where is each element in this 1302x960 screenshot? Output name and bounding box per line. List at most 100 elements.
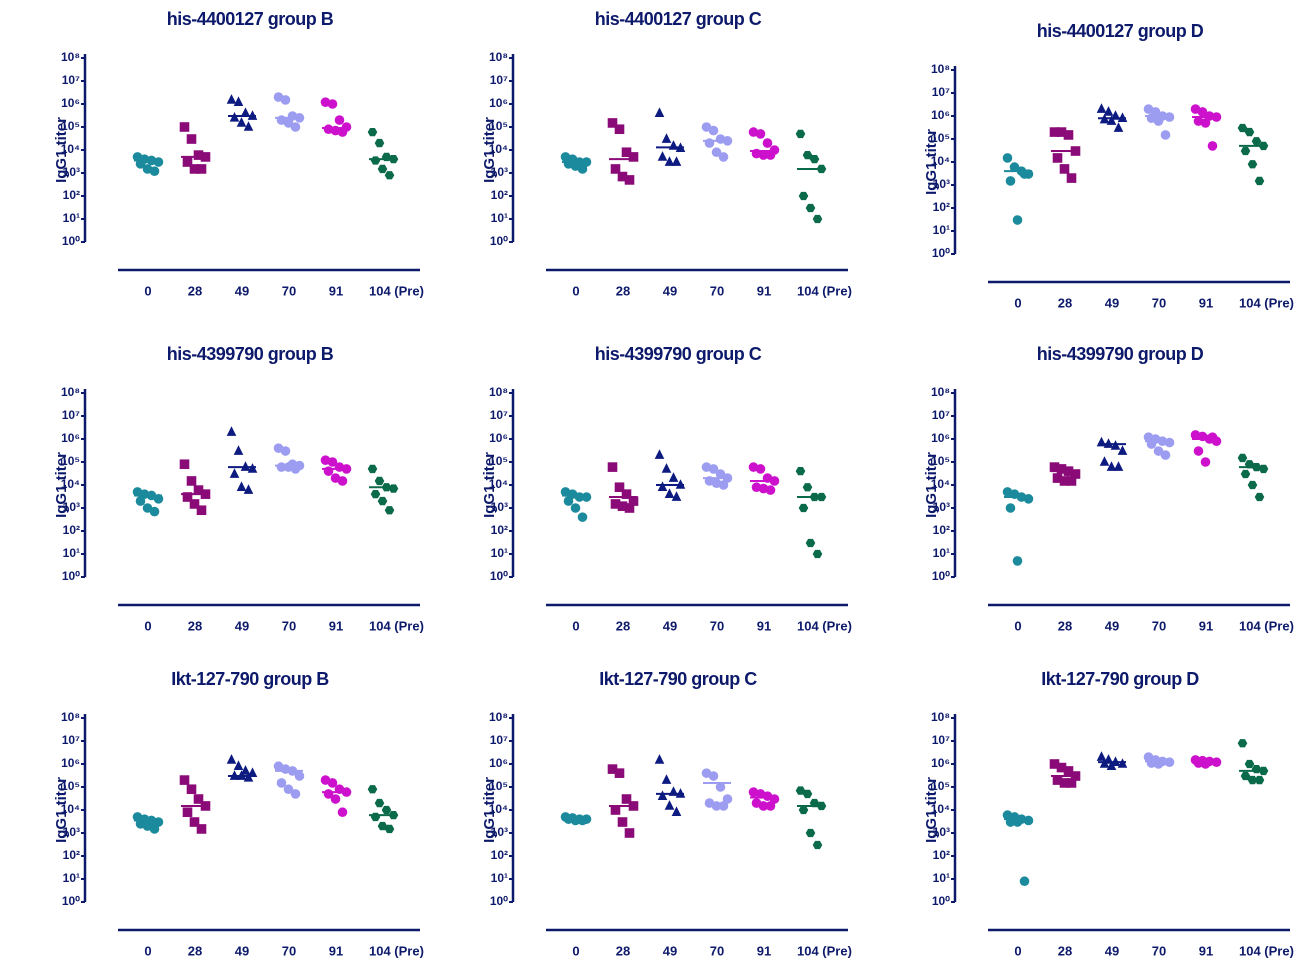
y-axis-label: IgG1 titer [481, 452, 498, 518]
point [247, 767, 258, 777]
point [1070, 469, 1081, 479]
y-tick-label: 10² [491, 188, 508, 202]
point [581, 492, 592, 502]
point [1254, 492, 1265, 502]
y-tick-label: 10⁷ [62, 733, 80, 747]
point [607, 764, 618, 774]
point [617, 171, 628, 182]
point [1153, 446, 1164, 456]
point [149, 824, 160, 834]
point [189, 164, 200, 174]
point [758, 801, 769, 811]
point [1200, 118, 1211, 128]
point [802, 789, 813, 799]
point [374, 798, 385, 808]
point [1160, 130, 1171, 140]
point [135, 496, 146, 506]
panel: his-4400127 group C IgG1 titer 10⁰ 10¹ 10² 10… [481, 9, 852, 299]
y-tick-label: 10⁰ [490, 569, 508, 583]
point [280, 446, 291, 456]
panel: his-4399790 group C IgG1 titer 10⁰ 10¹ 10² 10… [481, 344, 852, 634]
point [179, 122, 190, 132]
point [718, 801, 729, 811]
y-tick-label: 10⁴ [61, 802, 80, 816]
x-tick-label: 0 [572, 618, 579, 633]
point [1066, 476, 1077, 486]
y-tick-label: 10³ [491, 500, 508, 514]
point [708, 125, 719, 136]
y-tick-label: 10⁴ [61, 477, 80, 491]
point [1059, 476, 1070, 486]
point [1063, 130, 1074, 140]
point [1052, 775, 1063, 785]
point [624, 503, 635, 513]
point [654, 107, 665, 117]
x-tick-label: 91 [1199, 295, 1213, 310]
panel: his-4400127 group B IgG1 titer 10⁰ 10¹ 10² 10… [53, 9, 424, 299]
point [294, 771, 305, 781]
point [765, 485, 776, 495]
point [563, 496, 574, 506]
point [671, 156, 682, 166]
y-tick-label: 10² [491, 848, 508, 862]
x-tick-label: 91 [329, 283, 343, 298]
y-tick-label: 10³ [491, 825, 508, 839]
point [290, 122, 301, 132]
point [657, 151, 668, 161]
point [805, 828, 816, 838]
point [607, 118, 618, 128]
point [614, 768, 625, 778]
y-tick-label: 10³ [63, 165, 80, 179]
point [1200, 457, 1211, 467]
point [377, 164, 388, 174]
x-tick-label: 28 [188, 618, 202, 633]
point [377, 821, 388, 831]
point [337, 476, 348, 486]
x-tick-label: 28 [1058, 943, 1072, 958]
point [755, 464, 766, 474]
point [1251, 137, 1262, 146]
chart-title: Ikt-127-790 group C [599, 669, 757, 689]
y-tick-label: 10¹ [491, 871, 508, 885]
y-tick-label: 10⁴ [489, 802, 508, 816]
y-tick-label: 10⁶ [61, 96, 80, 110]
x-tick-label: 91 [1199, 943, 1213, 958]
point [1207, 141, 1218, 151]
x-tick-label: 70 [1152, 618, 1166, 633]
point [624, 175, 635, 185]
point [367, 785, 378, 794]
x-tick-label: 0 [572, 943, 579, 958]
y-tick-label: 10⁶ [931, 756, 950, 770]
y-tick-label: 10⁰ [62, 894, 80, 908]
point [384, 824, 395, 834]
point [1023, 815, 1034, 826]
point [1063, 766, 1074, 776]
point [624, 828, 635, 838]
point [805, 538, 816, 548]
point [1164, 112, 1175, 122]
point [610, 164, 621, 174]
x-tick-label: 49 [1105, 943, 1119, 958]
y-tick-label: 10⁴ [489, 142, 508, 156]
point [1160, 450, 1171, 460]
x-tick-label: 0 [144, 943, 151, 958]
x-tick-label: 91 [329, 943, 343, 958]
x-tick-label: 70 [282, 283, 296, 298]
x-tick-label: 104 (Pre) [797, 283, 852, 298]
point [1066, 778, 1077, 788]
point [374, 138, 385, 148]
point [812, 549, 823, 559]
point [802, 150, 813, 160]
point [812, 214, 823, 224]
y-tick-label: 10⁷ [62, 73, 80, 87]
point [377, 496, 388, 506]
x-tick-label: 28 [616, 943, 630, 958]
point [189, 499, 200, 509]
point [617, 817, 628, 827]
point [661, 133, 672, 143]
point [621, 489, 632, 499]
y-tick-label: 10⁶ [61, 431, 80, 445]
y-tick-label: 10³ [933, 177, 950, 191]
x-tick-label: 70 [710, 283, 724, 298]
y-tick-label: 10¹ [491, 211, 508, 225]
